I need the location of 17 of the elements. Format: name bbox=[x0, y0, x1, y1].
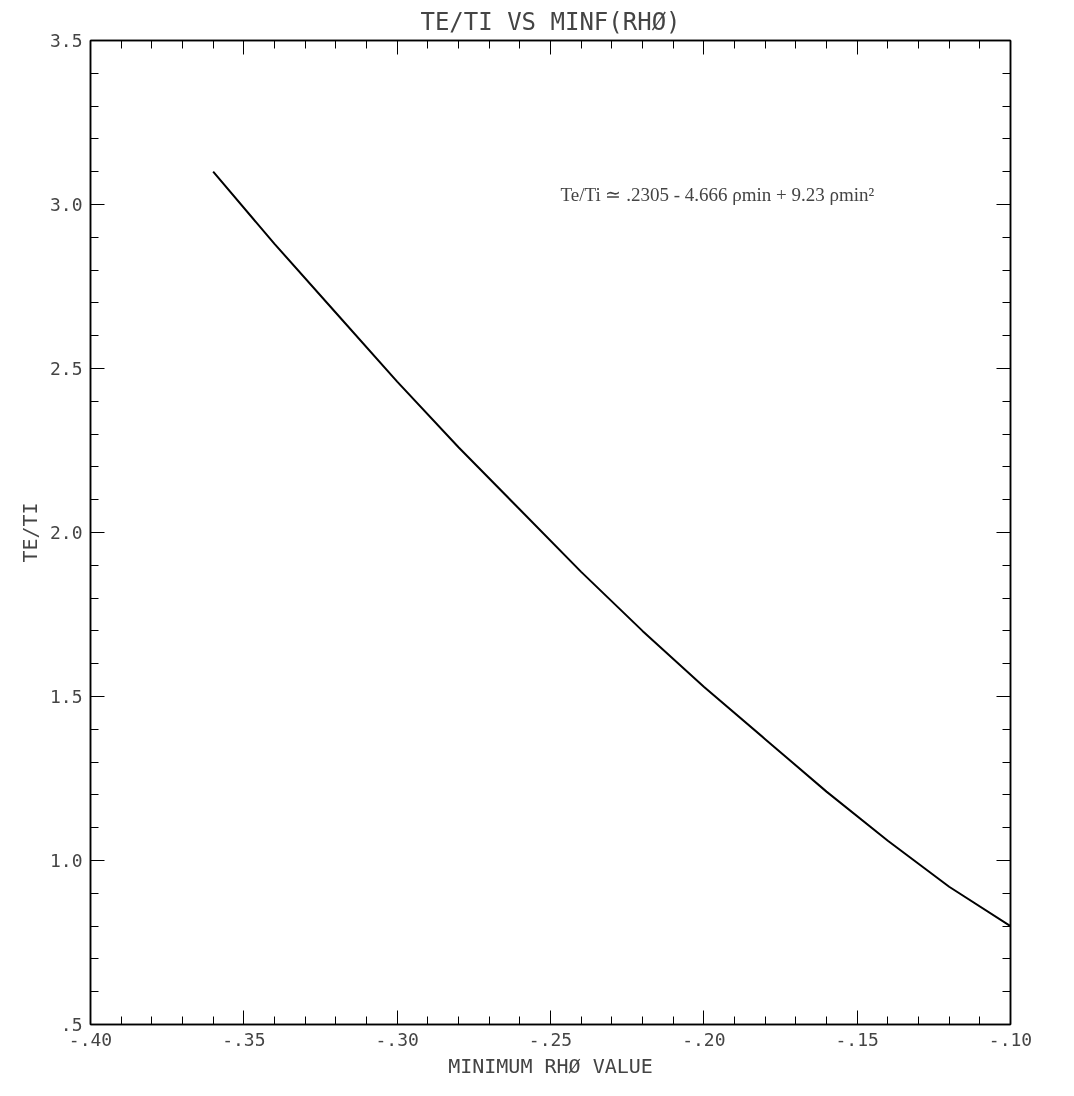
y-tick-label: 3.0 bbox=[49, 194, 83, 215]
y-axis-title: TE/TI bbox=[17, 502, 42, 563]
y-tick-label: 1.5 bbox=[49, 686, 83, 707]
x-tick-label: -.35 bbox=[222, 1028, 266, 1050]
y-tick-label: .5 bbox=[60, 1014, 83, 1035]
annotation: Te/Ti ≃ .2305 - 4.666 ρmin + 9.23 ρmin² bbox=[560, 183, 875, 205]
y-tick-label: 2.0 bbox=[49, 522, 83, 543]
x-tick-label: -.15 bbox=[835, 1028, 879, 1050]
y-tick-label: 2.5 bbox=[49, 358, 83, 379]
x-tick-label: -.20 bbox=[682, 1028, 726, 1050]
x-axis-title: MINIMUM RHØ VALUE bbox=[448, 1053, 653, 1078]
x-tick-label: -.25 bbox=[528, 1028, 573, 1050]
chart-title: TE/TI VS MINF(RHØ) bbox=[420, 7, 681, 36]
x-tick-label: -.30 bbox=[375, 1028, 419, 1050]
y-tick-label: 3.5 bbox=[49, 30, 83, 51]
y-tick-label: 1.0 bbox=[49, 850, 83, 871]
x-tick-label: -.10 bbox=[988, 1028, 1033, 1050]
